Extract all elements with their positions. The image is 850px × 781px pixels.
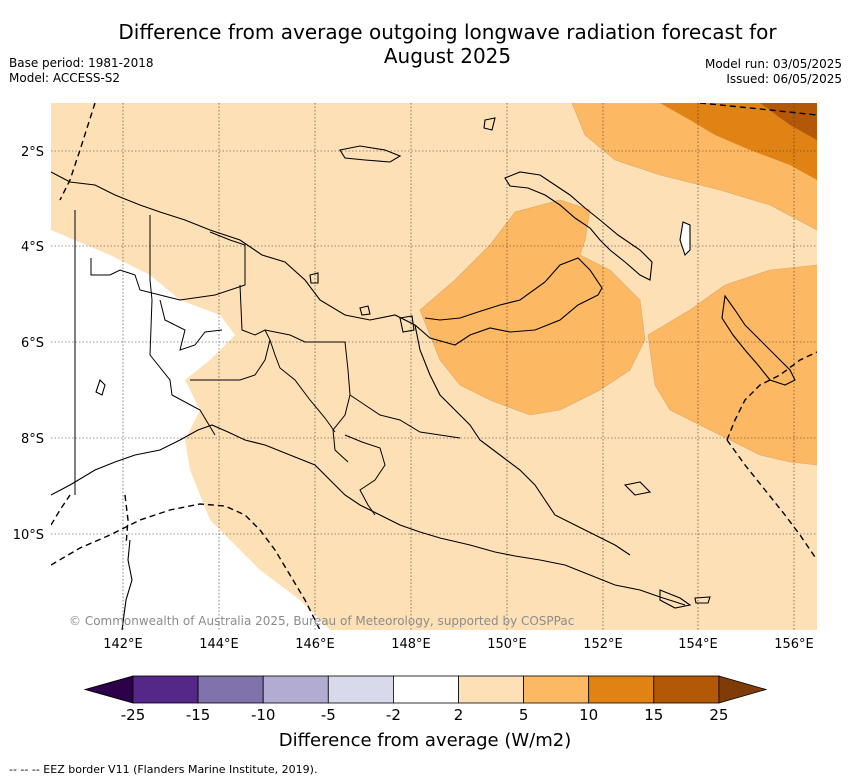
lon-label: 152°E — [583, 637, 623, 652]
anomaly-field-10-15 — [660, 103, 817, 180]
lat-label: 10°S — [13, 528, 44, 543]
map-title: Difference from average outgoing longwav… — [118, 20, 777, 68]
colorbar-tick-label: -25 — [121, 706, 146, 724]
lat-label: 6°S — [21, 336, 44, 351]
colorbar-segment — [262, 675, 329, 704]
colorbar-tick-label: 25 — [709, 706, 728, 724]
colorbar-segment — [588, 675, 655, 704]
lon-label: 148°E — [391, 637, 431, 652]
colorbar-extension-low — [83, 675, 134, 704]
colorbar-segment — [653, 675, 720, 704]
colorbar-tick-label: -5 — [321, 706, 336, 724]
graticule — [51, 103, 817, 630]
lat-label: 8°S — [21, 432, 44, 447]
right-metadata: Model run: 03/05/2025 Issued: 06/05/2025 — [705, 57, 842, 87]
colorbar-tick-label: -2 — [386, 706, 401, 724]
anomaly-field-5-10-central — [420, 200, 645, 415]
colorbar-segment — [392, 675, 459, 704]
colorbar-tick-label: 5 — [519, 706, 529, 724]
anomaly-field-15-25 — [760, 103, 817, 140]
base-period: Base period: 1981-2018 — [9, 56, 154, 70]
left-metadata: Base period: 1981-2018 Model: ACCESS-S2 — [9, 56, 154, 86]
eez-legend-note: -- -- -- EEZ border V11 (Flanders Marine… — [9, 763, 318, 776]
lon-label: 146°E — [295, 637, 335, 652]
colorbar-tick-label: 2 — [454, 706, 464, 724]
colorbar-tick-label: -15 — [186, 706, 211, 724]
lon-label: 156°E — [774, 637, 814, 652]
issued-date: Issued: 06/05/2025 — [726, 72, 842, 86]
colorbar-tick-label: 15 — [644, 706, 663, 724]
colorbar-segment — [132, 675, 199, 704]
lon-label: 150°E — [487, 637, 527, 652]
colorbar: -25 -15 -10 -5 -2 2 5 10 15 25 — [83, 675, 768, 724]
colorbar-segment — [327, 675, 394, 704]
lon-label: 142°E — [103, 637, 143, 652]
lon-label: 144°E — [199, 637, 239, 652]
colorbar-extension-high — [718, 675, 768, 704]
latitude-labels: 2°S 4°S 6°S 8°S 10°S — [13, 145, 44, 543]
colorbar-segment — [197, 675, 264, 704]
province-borders — [74, 210, 461, 516]
longitude-labels: 142°E 144°E 146°E 148°E 150°E 152°E 154°… — [103, 637, 814, 652]
copyright-notice: © Commonwealth of Australia 2025, Bureau… — [69, 614, 575, 628]
colorbar-tick-label: 10 — [579, 706, 598, 724]
lat-label: 2°S — [21, 145, 44, 160]
colorbar-segment — [458, 675, 524, 704]
model-run: Model run: 03/05/2025 — [704, 57, 842, 71]
lat-label: 4°S — [21, 240, 44, 255]
map-area — [51, 103, 817, 630]
eez-borders — [51, 103, 817, 630]
model-name: Model: ACCESS-S2 — [9, 71, 121, 85]
lon-label: 154°E — [678, 637, 718, 652]
colorbar-tick-label: -10 — [251, 706, 276, 724]
anomaly-field-5-10-east — [648, 265, 817, 465]
colorbar-title: Difference from average (W/m2) — [278, 730, 572, 751]
coastlines — [51, 117, 796, 630]
anomaly-field-neutral — [51, 230, 330, 630]
contour-lines — [419, 103, 817, 466]
colorbar-segment — [523, 675, 590, 704]
